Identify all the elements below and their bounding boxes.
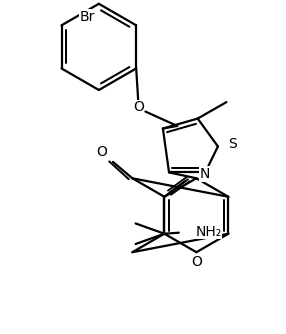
Text: O: O [191, 256, 202, 270]
Text: Br: Br [80, 10, 95, 24]
Text: NH₂: NH₂ [195, 225, 221, 239]
Text: S: S [228, 137, 237, 151]
Text: N: N [199, 167, 210, 181]
Text: O: O [96, 145, 107, 159]
Text: O: O [133, 101, 144, 115]
